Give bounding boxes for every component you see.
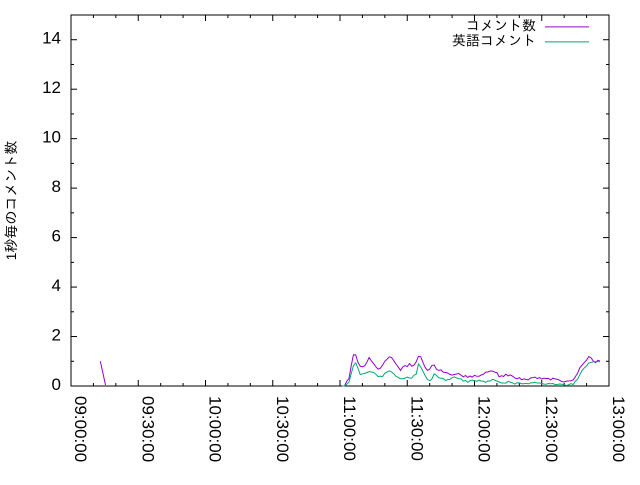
svg-text:12:00:00: 12:00:00 xyxy=(475,396,494,462)
svg-text:11:00:00: 11:00:00 xyxy=(340,396,359,461)
svg-text:10: 10 xyxy=(42,128,61,147)
svg-text:13:00:00: 13:00:00 xyxy=(609,396,628,462)
svg-text:1秒毎のコメント数: 1秒毎のコメント数 xyxy=(3,141,19,261)
svg-text:コメント数: コメント数 xyxy=(466,18,536,34)
svg-text:6: 6 xyxy=(52,227,61,246)
svg-text:10:30:00: 10:30:00 xyxy=(273,396,292,462)
svg-text:12:30:00: 12:30:00 xyxy=(542,396,561,462)
svg-text:4: 4 xyxy=(52,276,61,295)
svg-text:12: 12 xyxy=(42,78,61,97)
svg-text:10:00:00: 10:00:00 xyxy=(206,396,225,462)
svg-text:09:30:00: 09:30:00 xyxy=(138,396,157,462)
svg-text:14: 14 xyxy=(42,29,61,48)
svg-text:11:30:00: 11:30:00 xyxy=(407,396,426,461)
svg-text:09:00:00: 09:00:00 xyxy=(71,396,90,462)
svg-text:0: 0 xyxy=(52,375,61,394)
svg-text:8: 8 xyxy=(52,177,61,196)
svg-text:2: 2 xyxy=(52,326,61,345)
svg-text:英語コメント: 英語コメント xyxy=(452,33,536,49)
